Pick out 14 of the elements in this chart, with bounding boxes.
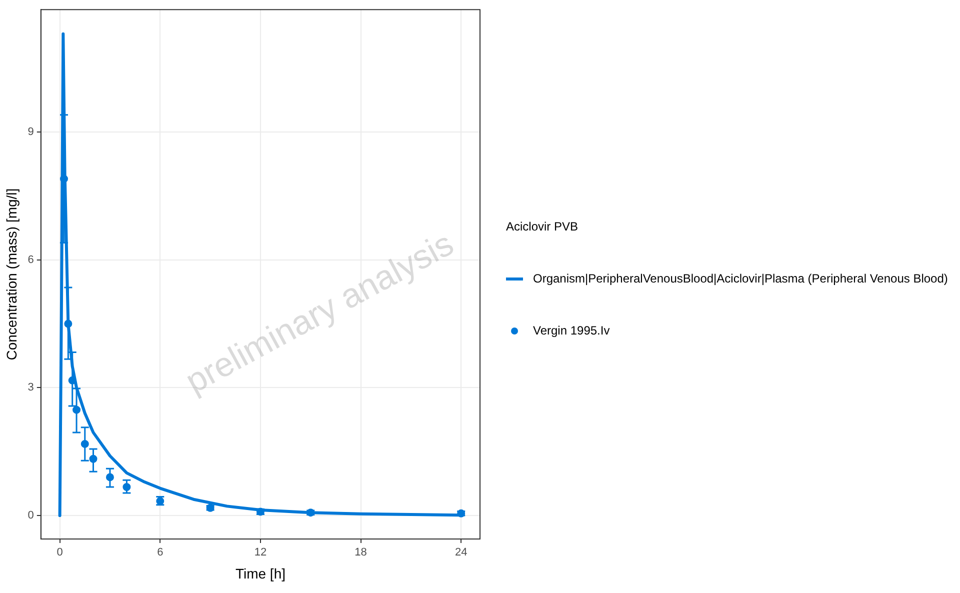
x-tick-label: 0: [56, 546, 63, 559]
legend-label: Organism|PeripheralVenousBlood|Aciclovir|Plasma (Peripheral Venous Blood): [533, 271, 948, 286]
x-axis-title: Time [h]: [235, 565, 286, 582]
y-tick-label: 9: [28, 126, 34, 138]
legend-title: Aciclovir PVB: [506, 219, 578, 234]
y-axis-title: Concentration (mass) [mg/l]: [3, 188, 20, 360]
y-tick-label: 6: [28, 254, 34, 266]
legend-label: Vergin 1995.Iv: [533, 323, 610, 338]
y-tick-label: 0: [28, 510, 34, 522]
x-tick-label: 6: [157, 546, 164, 559]
y-tick-label: 3: [28, 382, 34, 394]
x-tick-label: 18: [354, 546, 367, 559]
x-tick-label: 12: [254, 546, 267, 559]
x-tick-label: 24: [454, 546, 468, 559]
